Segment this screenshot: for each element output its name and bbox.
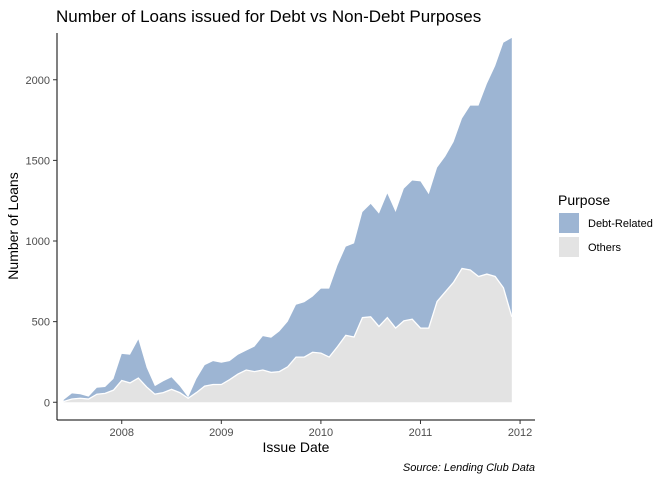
legend-title: Purpose xyxy=(558,192,610,208)
area-debt-related xyxy=(63,37,512,402)
y-tick-label: 1000 xyxy=(26,236,50,248)
source-caption: Source: Lending Club Data xyxy=(403,462,535,474)
chart-title: Number of Loans issued for Debt vs Non-D… xyxy=(56,7,481,26)
y-ticks: 0 500 1000 1500 2000 xyxy=(26,75,57,409)
y-axis-title: Number of Loans xyxy=(5,172,21,279)
x-tick-label: 2008 xyxy=(109,427,133,439)
legend-swatch xyxy=(559,213,579,233)
y-tick-label: 1500 xyxy=(26,155,50,167)
legend-label: Others xyxy=(588,242,622,254)
x-tick-label: 2011 xyxy=(409,427,433,439)
x-tick-label: 2009 xyxy=(209,427,233,439)
legend-swatch xyxy=(559,237,579,257)
x-tick-label: 2010 xyxy=(309,427,333,439)
x-axis-title: Issue Date xyxy=(263,439,330,455)
y-tick-label: 0 xyxy=(44,397,50,409)
stack-boundary-line xyxy=(63,267,513,403)
legend: Purpose Debt-Related Others xyxy=(558,192,653,257)
legend-label: Debt-Related xyxy=(588,218,653,230)
x-tick-label: 2012 xyxy=(508,427,532,439)
x-ticks: 2008 2009 2010 2011 2012 xyxy=(109,420,532,439)
area-others xyxy=(63,268,512,403)
y-tick-label: 500 xyxy=(32,317,50,329)
axes xyxy=(56,33,535,421)
plot-areas xyxy=(63,37,513,403)
y-tick-label: 2000 xyxy=(26,75,50,87)
